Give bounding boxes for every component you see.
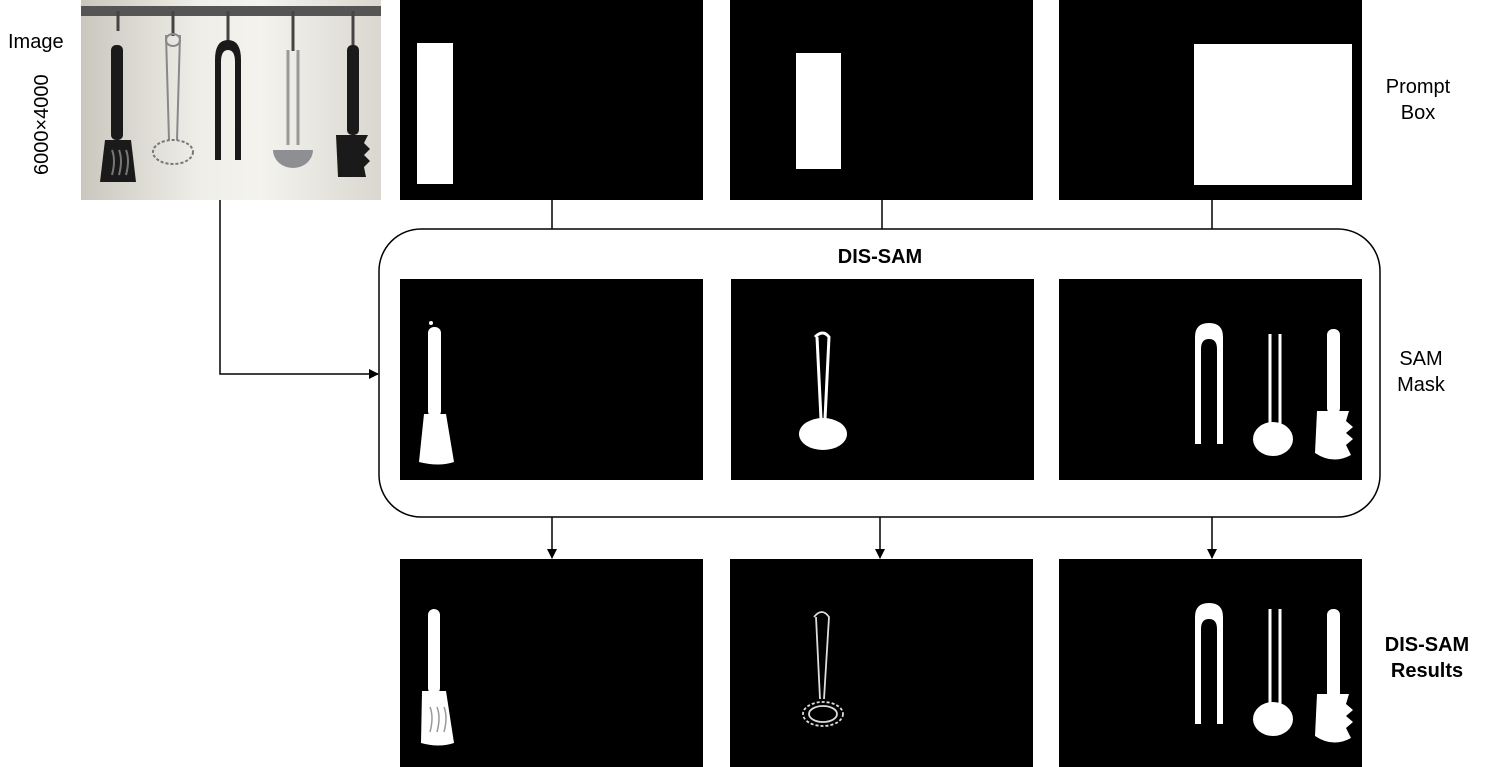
input-image [81,0,381,200]
prompt-box-3 [1059,0,1362,200]
dis-sam-box [378,228,1381,518]
ladle-photo [273,50,313,168]
result-whisk [730,559,1033,767]
results-label-line2: Results [1390,660,1464,682]
sam-mask-label-line1: SAM [1399,348,1443,370]
tongs-photo [215,40,241,160]
pasta-handle-mask [1327,329,1340,414]
spatula-photo [100,45,136,182]
whisk-mask [813,331,831,420]
sam-mask-spatula [400,279,703,480]
results-label: DIS-SAM Results [1372,632,1482,684]
prompt-rect [796,53,841,169]
pasta-head-mask [1315,411,1353,460]
result-tongs-ladle-pasta [1059,559,1362,767]
prompt-box-label: Prompt Box [1368,74,1468,126]
image-label: Image [8,31,64,53]
image-to-dissam-arrow [219,200,379,379]
prompt-rect [417,43,453,184]
results-label-line1: DIS-SAM [1384,634,1470,656]
spatula-result [421,609,454,746]
dis-sam-title: DIS-SAM [837,246,923,268]
prompt-label-line1: Prompt [1385,76,1451,98]
ladle-bowl-result [1253,702,1293,736]
tongs-result [1195,603,1223,724]
pasta-handle-result [1327,609,1340,699]
sam-mask-whisk [731,279,1034,480]
prompt-box-1 [400,0,703,200]
prompt-rect [1194,44,1352,185]
whisk-photo [152,33,194,165]
whisk-result [802,611,844,727]
sam-mask-label: SAM Mask [1376,346,1466,398]
sam-mask-label-line2: Mask [1397,374,1445,396]
pasta-server-photo [336,45,370,177]
pasta-head-result [1315,694,1353,743]
hanging-rail [81,6,381,16]
ladle-result [1268,609,1282,704]
prompt-label-line2: Box [1400,102,1436,124]
sam-mask-tongs-ladle-pasta [1059,279,1362,480]
result-spatula [400,559,703,767]
ladle-bowl-mask [1253,422,1293,456]
ladle-mask [1268,334,1282,424]
tongs-mask [1195,323,1223,444]
whisk-head-mask [799,418,847,450]
spatula-mask [419,321,454,465]
prompt-box-2 [730,0,1033,200]
